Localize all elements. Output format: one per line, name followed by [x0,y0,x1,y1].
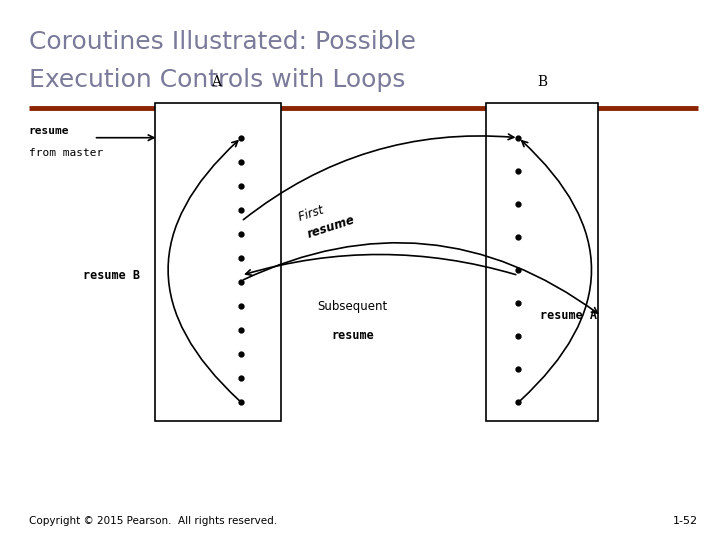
Text: Copyright © 2015 Pearson.  All rights reserved.: Copyright © 2015 Pearson. All rights res… [29,516,277,526]
Text: Coroutines Illustrated: Possible: Coroutines Illustrated: Possible [29,30,416,53]
Text: A: A [211,75,221,89]
Text: resume A: resume A [540,309,597,322]
Bar [486,103,598,421]
Text: resume B: resume B [83,269,140,282]
Text: B: B [537,75,547,89]
Text: resume: resume [306,213,356,241]
Text: Execution Controls with Loops: Execution Controls with Loops [29,68,405,91]
Text: Subsequent: Subsequent [318,300,388,313]
Text: from master: from master [29,148,103,159]
Text: First: First [297,202,329,224]
Text: 1-52: 1-52 [673,516,698,526]
Text: resume: resume [331,329,374,342]
Text: resume: resume [29,126,69,136]
Bar [155,103,281,421]
